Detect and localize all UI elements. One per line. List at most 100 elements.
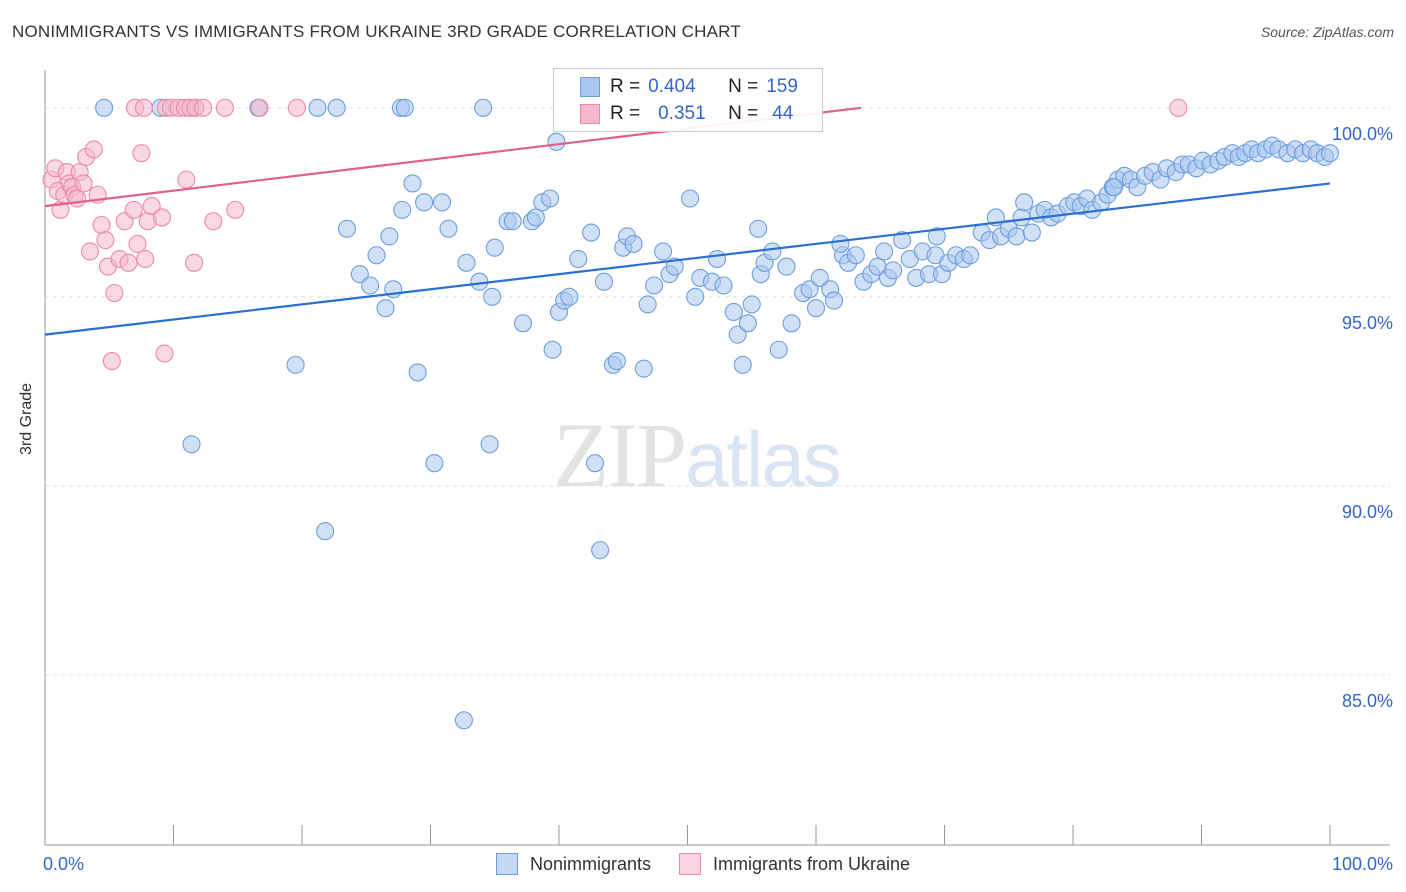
legend-row-nonimmigrants: R = 0.404 N = 159 xyxy=(580,74,798,100)
data-point-ukraine xyxy=(124,200,143,219)
data-point-nonimmigrants xyxy=(433,193,452,212)
data-point-nonimmigrants xyxy=(569,249,588,269)
watermark-main: ZIP xyxy=(553,404,687,506)
watermark-sub: atlas xyxy=(685,415,842,503)
data-point-nonimmigrants xyxy=(1022,223,1041,242)
data-point-nonimmigrants xyxy=(1012,208,1031,227)
data-point-nonimmigrants xyxy=(686,287,705,306)
data-point-nonimmigrants xyxy=(607,352,626,371)
data-point-nonimmigrants xyxy=(543,340,562,359)
legend-n-label: N = xyxy=(728,76,759,97)
data-point-nonimmigrants xyxy=(824,291,844,310)
data-point-ukraine xyxy=(155,344,174,363)
legend-r-label: R = xyxy=(610,103,641,124)
data-point-nonimmigrants xyxy=(376,299,395,318)
data-point-ukraine xyxy=(105,283,124,303)
data-point-nonimmigrants xyxy=(425,454,444,473)
data-point-nonimmigrants xyxy=(526,208,545,227)
data-point-nonimmigrants xyxy=(182,435,201,454)
data-point-nonimmigrants xyxy=(380,227,399,246)
chart-source: Source: ZipAtlas.com xyxy=(1260,24,1394,40)
legend-r-value: 0.351 xyxy=(658,103,706,124)
data-point-ukraine xyxy=(96,231,115,250)
y-tick-label: 100.0% xyxy=(1332,124,1393,144)
data-point-nonimmigrants xyxy=(408,363,427,382)
data-point-nonimmigrants xyxy=(582,223,601,242)
data-point-nonimmigrants xyxy=(585,454,605,473)
data-point-nonimmigrants xyxy=(457,253,476,272)
zipatlas-watermark: ZIPatlas xyxy=(553,402,842,508)
data-point-nonimmigrants xyxy=(480,435,499,454)
data-point-nonimmigrants xyxy=(594,272,614,291)
legend-label-nonimmigrants: Nonimmigrants xyxy=(529,853,651,874)
data-point-ukraine xyxy=(80,242,100,261)
data-point-nonimmigrants xyxy=(831,234,850,253)
data-point-nonimmigrants xyxy=(893,231,912,250)
data-point-ukraine xyxy=(74,174,93,193)
data-point-nonimmigrants xyxy=(483,287,502,306)
legend-swatch-ukraine xyxy=(580,104,600,124)
data-point-nonimmigrants xyxy=(367,246,386,265)
data-point-ukraine xyxy=(134,98,153,117)
data-point-nonimmigrants xyxy=(777,257,796,276)
data-point-nonimmigrants xyxy=(733,355,752,374)
legend-item-ukraine: Immigrants from Ukraine xyxy=(679,853,910,875)
data-point-nonimmigrants xyxy=(395,98,414,117)
data-point-nonimmigrants xyxy=(638,295,657,314)
data-point-nonimmigrants xyxy=(884,261,903,280)
data-point-nonimmigrants xyxy=(738,314,757,333)
legend-row-ukraine: R = 0.351 N = 44 xyxy=(580,101,793,127)
data-point-nonimmigrants xyxy=(350,265,369,284)
legend-label-ukraine: Immigrants from Ukraine xyxy=(713,853,911,874)
x-tick-label: 100.0% xyxy=(1332,854,1393,874)
data-point-nonimmigrants xyxy=(728,325,747,344)
trend-line-nonimmigrants xyxy=(44,182,1331,336)
legend-n-value: 159 xyxy=(766,76,798,97)
legend-swatch-nonimmigrants xyxy=(580,77,600,97)
data-point-nonimmigrants xyxy=(714,276,733,295)
data-point-nonimmigrants xyxy=(681,189,700,208)
data-point-nonimmigrants xyxy=(337,219,357,238)
data-point-nonimmigrants xyxy=(1105,178,1124,197)
data-point-nonimmigrants xyxy=(1007,227,1026,246)
data-point-nonimmigrants xyxy=(1320,144,1340,163)
data-point-nonimmigrants xyxy=(393,200,412,219)
legend-n-label: N = xyxy=(728,103,759,124)
x-tick-label: 0.0% xyxy=(43,854,84,874)
data-point-nonimmigrants xyxy=(645,276,664,295)
data-point-nonimmigrants xyxy=(875,242,894,261)
data-point-ukraine xyxy=(250,98,269,117)
data-point-ukraine xyxy=(215,98,234,117)
data-point-nonimmigrants xyxy=(634,359,653,378)
data-point-nonimmigrants xyxy=(961,246,980,265)
data-point-nonimmigrants xyxy=(361,276,380,295)
data-point-nonimmigrants xyxy=(540,189,560,208)
data-point-nonimmigrants xyxy=(708,249,727,269)
data-point-nonimmigrants xyxy=(654,242,673,261)
data-point-ukraine xyxy=(177,170,196,189)
data-point-ukraine xyxy=(136,249,155,269)
data-point-nonimmigrants xyxy=(782,314,801,333)
data-point-nonimmigrants xyxy=(810,268,829,287)
data-point-ukraine xyxy=(128,234,147,253)
data-point-nonimmigrants xyxy=(1015,193,1034,212)
data-point-ukraine xyxy=(204,212,223,231)
data-point-nonimmigrants xyxy=(95,98,114,117)
data-point-nonimmigrants xyxy=(560,287,579,306)
legend-n-value: 44 xyxy=(772,103,794,124)
data-point-ukraine xyxy=(194,98,213,117)
data-point-nonimmigrants xyxy=(474,98,493,117)
data-point-nonimmigrants xyxy=(470,272,489,291)
data-point-nonimmigrants xyxy=(846,246,865,265)
data-point-nonimmigrants xyxy=(591,541,610,560)
legend-swatch-ukraine xyxy=(679,853,701,875)
data-point-ukraine xyxy=(1169,98,1188,117)
data-point-nonimmigrants xyxy=(485,238,504,257)
data-point-ukraine xyxy=(84,140,103,159)
data-point-nonimmigrants xyxy=(454,711,473,730)
legend-swatch-nonimmigrants xyxy=(495,853,518,875)
data-point-ukraine xyxy=(92,215,111,235)
data-point-ukraine xyxy=(142,197,161,216)
data-point-nonimmigrants xyxy=(624,234,643,253)
